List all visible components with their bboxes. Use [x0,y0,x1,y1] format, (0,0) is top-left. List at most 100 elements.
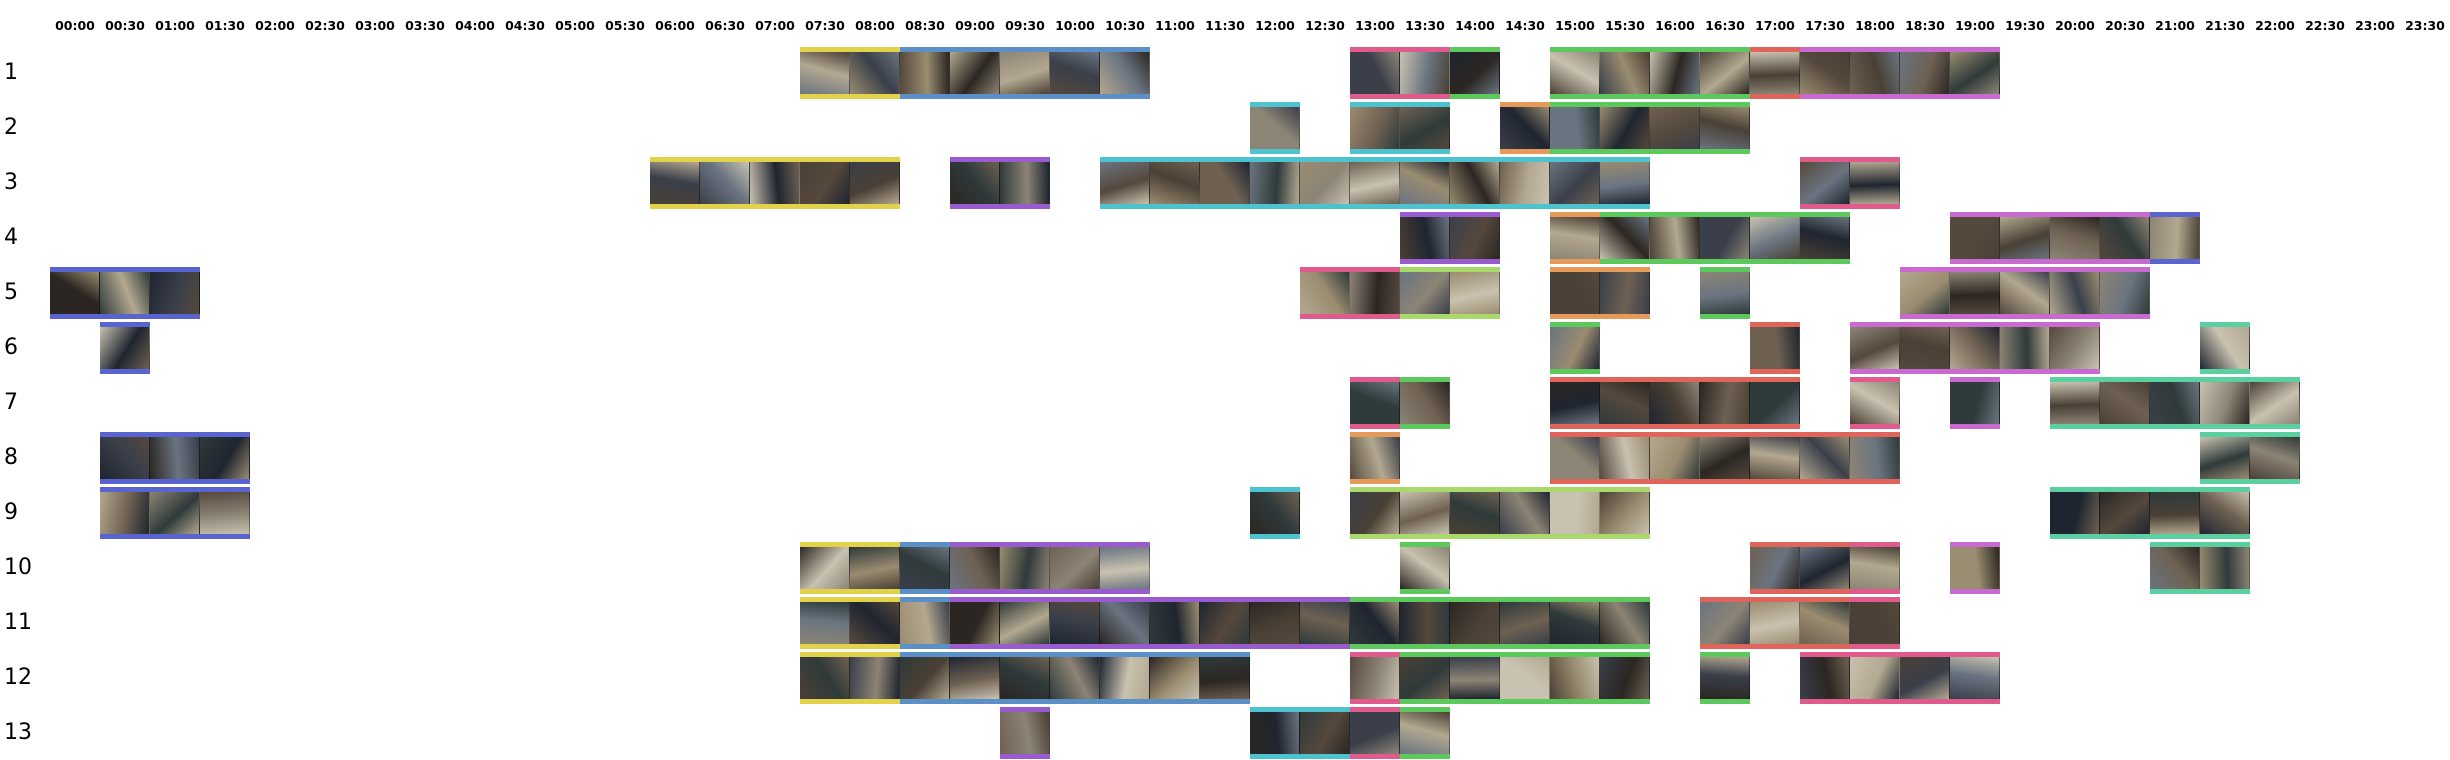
activity-segment[interactable] [1700,652,1750,704]
photo-thumbnail[interactable] [1950,272,2000,314]
activity-segment[interactable] [100,487,250,539]
activity-segment[interactable] [1350,102,1450,154]
photo-thumbnail[interactable] [1400,657,1450,699]
photo-thumbnail[interactable] [1400,162,1450,204]
photo-thumbnail[interactable] [1400,272,1450,314]
activity-segment[interactable] [1400,652,1650,704]
activity-segment[interactable] [1400,377,1450,429]
photo-thumbnail[interactable] [1700,107,1750,149]
photo-thumbnail[interactable] [1300,602,1350,644]
activity-segment[interactable] [950,157,1050,209]
activity-segment[interactable] [1850,597,1900,649]
photo-thumbnail[interactable] [1950,52,2000,94]
photo-thumbnail[interactable] [1750,217,1800,259]
photo-thumbnail[interactable] [1200,657,1250,699]
photo-thumbnail[interactable] [1700,217,1750,259]
photo-thumbnail[interactable] [200,437,250,479]
photo-thumbnail[interactable] [1850,602,1900,644]
photo-thumbnail[interactable] [1800,602,1850,644]
photo-thumbnail[interactable] [1500,657,1550,699]
activity-segment[interactable] [1100,157,1650,209]
photo-thumbnail[interactable] [1550,657,1600,699]
photo-thumbnail[interactable] [1650,437,1700,479]
activity-segment[interactable] [1950,542,2000,594]
activity-segment[interactable] [1350,597,1650,649]
activity-segment[interactable] [1400,267,1500,319]
activity-segment[interactable] [900,542,950,594]
photo-thumbnail[interactable] [1350,382,1400,424]
photo-thumbnail[interactable] [2000,327,2050,369]
photo-thumbnail[interactable] [100,437,150,479]
photo-thumbnail[interactable] [2050,327,2100,369]
photo-thumbnail[interactable] [2050,492,2100,534]
photo-thumbnail[interactable] [1600,272,1650,314]
photo-thumbnail[interactable] [1000,547,1050,589]
photo-thumbnail[interactable] [1600,602,1650,644]
photo-thumbnail[interactable] [1700,437,1750,479]
photo-thumbnail[interactable] [1450,162,1500,204]
photo-thumbnail[interactable] [1850,547,1900,589]
photo-thumbnail[interactable] [1100,657,1150,699]
activity-segment[interactable] [1550,432,1900,484]
photo-thumbnail[interactable] [1500,492,1550,534]
photo-thumbnail[interactable] [1850,382,1900,424]
photo-thumbnail[interactable] [1400,492,1450,534]
photo-thumbnail[interactable] [200,492,250,534]
photo-thumbnail[interactable] [1850,162,1900,204]
activity-segment[interactable] [2200,322,2250,374]
photo-thumbnail[interactable] [1350,712,1400,754]
photo-thumbnail[interactable] [2000,217,2050,259]
photo-thumbnail[interactable] [1200,602,1250,644]
photo-thumbnail[interactable] [1250,602,1300,644]
activity-segment[interactable] [1400,212,1500,264]
photo-thumbnail[interactable] [1000,602,1050,644]
activity-segment[interactable] [1550,267,1650,319]
photo-thumbnail[interactable] [1200,162,1250,204]
photo-thumbnail[interactable] [1900,272,1950,314]
photo-thumbnail[interactable] [150,437,200,479]
photo-thumbnail[interactable] [900,657,950,699]
photo-thumbnail[interactable] [900,52,950,94]
photo-thumbnail[interactable] [1550,602,1600,644]
activity-segment[interactable] [900,47,1150,99]
photo-thumbnail[interactable] [1950,217,2000,259]
photo-thumbnail[interactable] [1350,107,1400,149]
activity-segment[interactable] [1300,267,1400,319]
photo-thumbnail[interactable] [1850,437,1900,479]
photo-thumbnail[interactable] [1450,492,1500,534]
photo-thumbnail[interactable] [2150,217,2200,259]
photo-thumbnail[interactable] [1750,52,1800,94]
photo-thumbnail[interactable] [1450,657,1500,699]
photo-thumbnail[interactable] [1000,712,1050,754]
photo-thumbnail[interactable] [1550,437,1600,479]
photo-thumbnail[interactable] [1900,657,1950,699]
photo-thumbnail[interactable] [1600,52,1650,94]
photo-thumbnail[interactable] [1550,107,1600,149]
photo-thumbnail[interactable] [1750,437,1800,479]
photo-thumbnail[interactable] [2200,327,2250,369]
photo-thumbnail[interactable] [1100,602,1150,644]
photo-thumbnail[interactable] [1450,602,1500,644]
activity-segment[interactable] [1600,212,1850,264]
activity-segment[interactable] [1950,212,2150,264]
photo-thumbnail[interactable] [2100,382,2150,424]
activity-segment[interactable] [1450,47,1500,99]
photo-thumbnail[interactable] [1250,492,1300,534]
activity-segment[interactable] [1350,652,1400,704]
photo-thumbnail[interactable] [1600,107,1650,149]
activity-segment[interactable] [1550,102,1750,154]
photo-thumbnail[interactable] [1000,657,1050,699]
photo-thumbnail[interactable] [1650,52,1700,94]
photo-thumbnail[interactable] [1300,272,1350,314]
photo-thumbnail[interactable] [100,327,150,369]
photo-thumbnail[interactable] [1550,52,1600,94]
photo-thumbnail[interactable] [750,162,800,204]
photo-thumbnail[interactable] [1950,382,2000,424]
photo-thumbnail[interactable] [1350,602,1400,644]
photo-thumbnail[interactable] [1950,547,2000,589]
photo-thumbnail[interactable] [850,547,900,589]
photo-thumbnail[interactable] [1950,327,2000,369]
photo-thumbnail[interactable] [1400,217,1450,259]
photo-thumbnail[interactable] [800,547,850,589]
photo-thumbnail[interactable] [1800,437,1850,479]
